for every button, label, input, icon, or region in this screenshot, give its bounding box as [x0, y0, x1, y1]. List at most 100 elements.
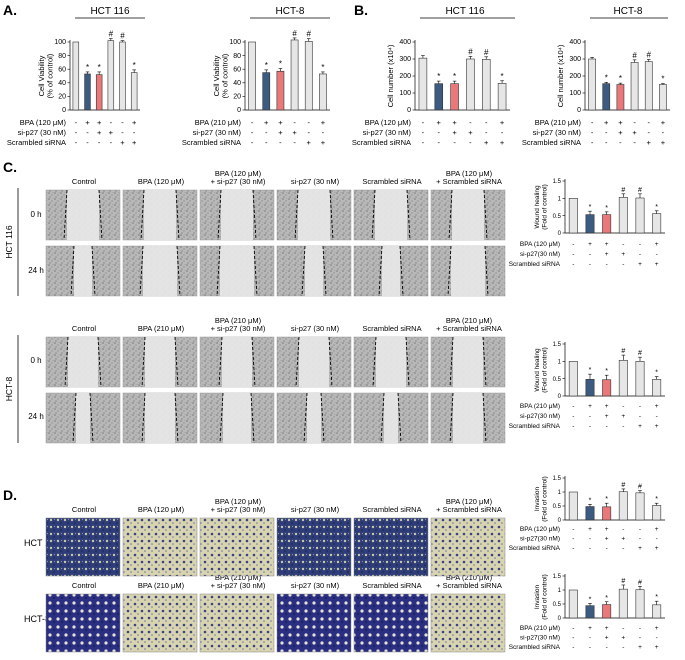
time-label-0h: 0 h: [30, 210, 41, 219]
treatment-sign: -: [589, 423, 591, 430]
treatment-label: si-p27 (30 nM): [363, 128, 412, 137]
y-tick-label: 0.5: [553, 377, 562, 383]
invasion-image: [353, 517, 429, 577]
bar: [630, 62, 639, 111]
wound-edge-line: [139, 245, 144, 297]
wound-gap: [375, 190, 407, 240]
table-c1: BPA (120 μM) - + + - - + si-p27(30 nM) - - + + - - Scr…: [509, 241, 659, 268]
y-tick-label: 100: [569, 90, 581, 97]
y-tick-label: 0: [558, 616, 562, 622]
treatment-sign: -: [110, 118, 113, 127]
bar: [276, 70, 285, 111]
treatment-label: Scrambled siRNA: [509, 261, 561, 268]
treatment-sign: -: [622, 241, 624, 248]
chart-b1: 0 100 200 300 400 Cell number (x10⁴) * * # # *: [386, 39, 510, 114]
y-tick-label: 0.5: [553, 602, 562, 608]
row-label-c-hct116: HCT 116: [4, 225, 14, 259]
y-tick-label: 80: [233, 53, 241, 60]
treatment-sign: -: [589, 644, 591, 651]
y-axis-label: Wound healing(Fold of control): [534, 347, 549, 393]
y-tick-label: 60: [233, 66, 241, 73]
treatment-sign: +: [655, 545, 659, 552]
bar: [497, 83, 507, 111]
header-bpa: BPA (210 μM): [138, 324, 185, 333]
y-tick-label: 1.5: [553, 342, 562, 348]
chart-c1: 0 0.5 1 1.5 Wound healing(Fold of control) * *…: [534, 179, 665, 237]
wound-edge-line: [72, 392, 77, 444]
treatment-sign: -: [75, 118, 78, 127]
bar: [434, 83, 444, 111]
wound-edge-line: [484, 245, 489, 297]
treatment-sign: +: [655, 625, 659, 632]
treatment-sign: -: [251, 138, 254, 147]
significance-mark: #: [647, 51, 652, 60]
bar: [602, 604, 612, 619]
treatment-sign: -: [648, 128, 651, 137]
header-sip27: si-p27 (30 nM): [291, 324, 340, 333]
wound-edge-line: [98, 189, 103, 241]
treatment-sign: +: [618, 128, 623, 137]
treatment-label: si-p27 (30 nM): [18, 128, 67, 137]
invasion-image: [45, 517, 121, 577]
treatment-sign: -: [572, 545, 574, 552]
bar: [84, 73, 91, 111]
bar: [450, 83, 459, 111]
header-bpa-scrambled: BPA (210 μM) + Scrambled siRNA: [436, 573, 502, 590]
treatment-label: Scrambled siRNA: [522, 138, 581, 147]
bar: [248, 41, 256, 111]
wound-edge-line: [140, 189, 145, 241]
wound-gap: [74, 246, 92, 296]
treatment-label: Scrambled siRNA: [509, 545, 561, 552]
treatment-sign: +: [484, 138, 489, 147]
y-axis-label: Cell Viability(% of control): [37, 53, 55, 98]
wound-edge-line: [447, 245, 452, 297]
invasion-image: [430, 593, 506, 653]
panel-letter-b: B.: [354, 2, 368, 18]
header-bpa: BPA (120 μM): [138, 177, 185, 186]
significance-mark: *: [605, 368, 608, 375]
bar: [130, 72, 138, 111]
bar: [616, 84, 625, 111]
treatment-sign: +: [500, 138, 505, 147]
treatment-sign: +: [588, 403, 592, 410]
y-tick-label: 0: [558, 394, 562, 400]
chart-c2: 0 0.5 1 1.5 Wound healing(Fold of control) * *…: [534, 342, 665, 400]
significance-mark: *: [589, 204, 592, 211]
treatment-sign: -: [622, 644, 624, 651]
wound-gap: [299, 337, 329, 387]
treatment-sign: -: [110, 138, 113, 147]
treatment-sign: -: [639, 251, 641, 258]
header-bpa-sip27: BPA (210 μM) + si-p27 (30 nM): [211, 573, 266, 590]
treatment-sign: +: [661, 118, 666, 127]
bar: [618, 359, 628, 397]
y-tick-label: 0: [558, 518, 562, 524]
wound-edge-line: [406, 189, 411, 241]
table-a2: BPA (210 μM) - + + - - +si-p27 (30 nM) - - + + - -Sc…: [182, 118, 326, 147]
treatment-sign: -: [572, 241, 574, 248]
treatment-sign: +: [321, 118, 326, 127]
treatment-label: si-p27(30 nM): [520, 251, 560, 258]
y-tick-label: 1.5: [553, 476, 562, 482]
table-b2: BPA (210 μM) - + + - - +si-p27 (30 nM) - - + + - -Sc…: [522, 118, 666, 147]
treatment-sign: +: [655, 241, 659, 248]
bar: [618, 491, 628, 521]
treatment-sign: -: [308, 128, 311, 137]
wound-edge-line: [251, 336, 256, 388]
treatment-sign: -: [622, 261, 624, 268]
y-tick-label: 0.5: [553, 504, 562, 510]
bar: [644, 61, 653, 111]
bar: [635, 492, 645, 521]
wound-gap: [453, 393, 483, 443]
bar: [602, 379, 612, 397]
image-headers-d-hct116: Control BPA (120 μM) BPA (120 μM) + si-p2…: [72, 497, 502, 514]
treatment-sign: -: [656, 635, 658, 642]
wound-edge-line: [301, 245, 306, 297]
treatment-sign: -: [501, 128, 504, 137]
wound-edge-line: [252, 189, 257, 241]
table-b1: BPA (120 μM) - + + - - +si-p27 (30 nM) - - + + - -Sc…: [352, 118, 505, 147]
bar: [585, 605, 595, 619]
wound-gap: [143, 246, 177, 296]
treatment-sign: -: [75, 128, 78, 137]
treatment-sign: -: [605, 128, 608, 137]
